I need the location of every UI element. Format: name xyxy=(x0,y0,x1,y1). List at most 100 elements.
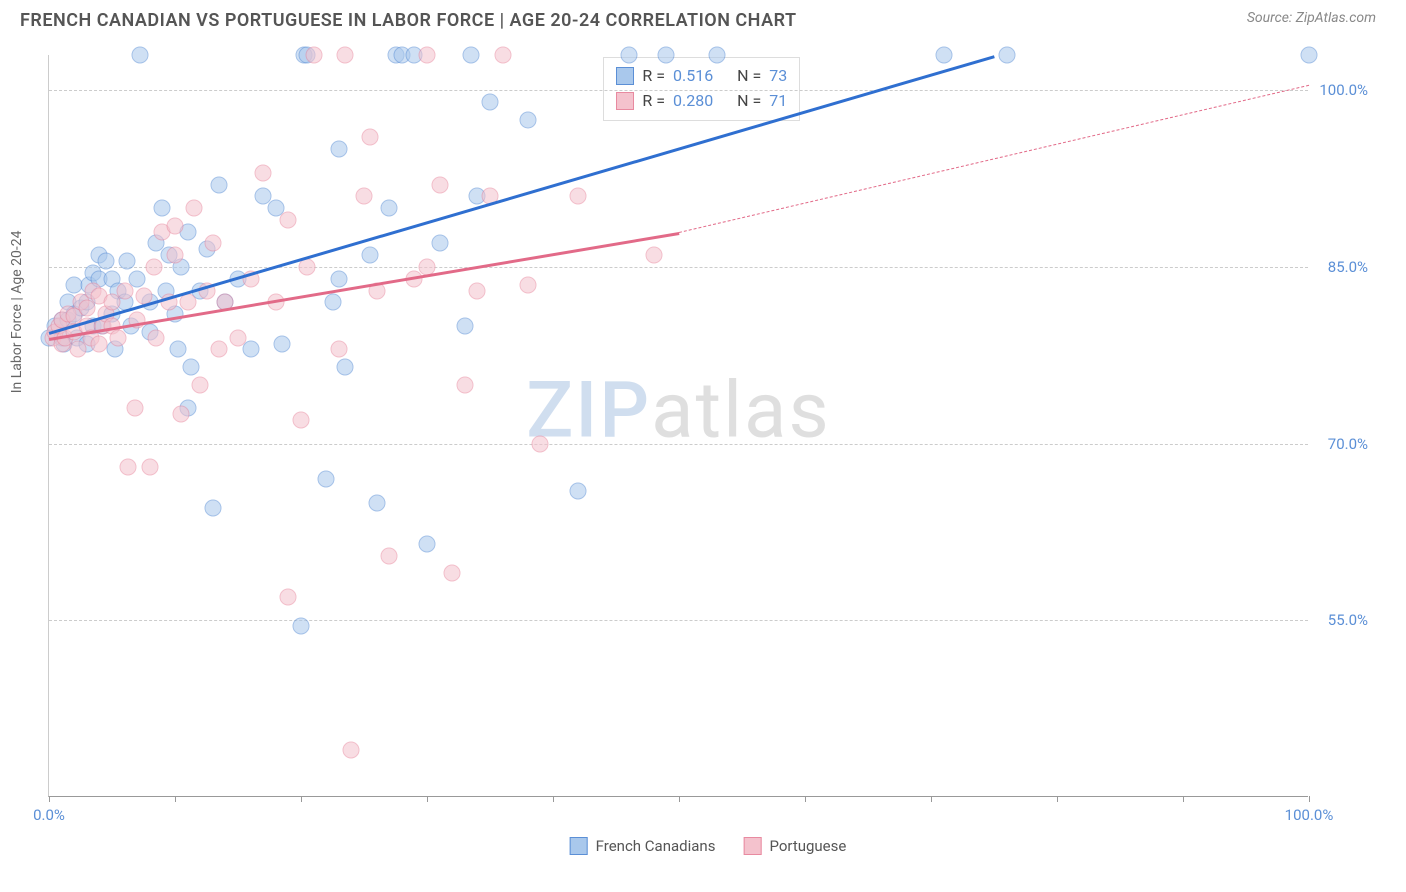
data-point xyxy=(141,459,158,476)
data-point xyxy=(126,400,143,417)
data-point xyxy=(362,129,379,146)
source-label: Source: ZipAtlas.com xyxy=(1247,10,1376,26)
x-tick-mark xyxy=(427,796,428,802)
chart-title: FRENCH CANADIAN VS PORTUGUESE IN LABOR F… xyxy=(20,10,797,31)
legend-swatch xyxy=(616,92,634,110)
data-point xyxy=(368,494,385,511)
correlation-legend: R = 0.516 N = 73R = 0.280 N = 71 xyxy=(603,57,800,121)
data-point xyxy=(431,235,448,252)
legend-stat-row: R = 0.280 N = 71 xyxy=(616,89,787,114)
data-point xyxy=(362,247,379,264)
legend-swatch xyxy=(616,67,634,85)
y-tick-label: 100.0% xyxy=(1319,81,1368,99)
data-point xyxy=(519,111,536,128)
data-point xyxy=(211,341,228,358)
data-point xyxy=(532,435,549,452)
y-tick-label: 55.0% xyxy=(1328,611,1368,629)
r-label: R = xyxy=(642,64,665,89)
data-point xyxy=(131,47,148,64)
data-point xyxy=(330,341,347,358)
n-label: N = xyxy=(737,89,761,114)
legend-stat-row: R = 0.516 N = 73 xyxy=(616,64,787,89)
data-point xyxy=(444,565,461,582)
data-point xyxy=(230,329,247,346)
data-point xyxy=(185,200,202,217)
r-label: R = xyxy=(642,89,665,114)
y-axis-label: In Labor Force | Age 20-24 xyxy=(9,230,25,393)
data-point xyxy=(456,376,473,393)
trend-line xyxy=(49,55,995,334)
data-point xyxy=(381,547,398,564)
x-tick-mark xyxy=(1183,796,1184,802)
watermark: ZIPatlas xyxy=(526,365,831,456)
data-point xyxy=(242,341,259,358)
data-point xyxy=(280,588,297,605)
chart-container: In Labor Force | Age 20-24 ZIPatlas R = … xyxy=(48,55,1368,825)
data-point xyxy=(570,482,587,499)
data-point xyxy=(255,164,272,181)
legend-label: French Canadians xyxy=(596,837,716,855)
data-point xyxy=(116,282,133,299)
data-point xyxy=(570,188,587,205)
gridline-horizontal xyxy=(49,444,1308,445)
data-point xyxy=(173,406,190,423)
data-point xyxy=(620,47,637,64)
data-point xyxy=(330,141,347,158)
r-value: 0.516 xyxy=(673,64,713,89)
data-point xyxy=(318,471,335,488)
plot-area: In Labor Force | Age 20-24 ZIPatlas R = … xyxy=(48,55,1308,797)
data-point xyxy=(456,317,473,334)
gridline-horizontal xyxy=(49,90,1308,91)
data-point xyxy=(337,359,354,376)
legend-swatch xyxy=(743,837,761,855)
x-tick-mark xyxy=(49,796,50,802)
x-tick-label: 0.0% xyxy=(33,806,65,824)
data-point xyxy=(91,335,108,352)
data-point xyxy=(463,47,480,64)
data-point xyxy=(211,176,228,193)
data-point xyxy=(274,335,291,352)
x-tick-mark xyxy=(679,796,680,802)
data-point xyxy=(708,47,725,64)
x-tick-mark xyxy=(301,796,302,802)
data-point xyxy=(110,329,127,346)
data-point xyxy=(148,329,165,346)
data-point xyxy=(167,247,184,264)
x-tick-mark xyxy=(1057,796,1058,802)
n-value: 73 xyxy=(769,64,787,89)
data-point xyxy=(935,47,952,64)
data-point xyxy=(469,282,486,299)
data-point xyxy=(519,276,536,293)
data-point xyxy=(324,294,341,311)
data-point xyxy=(119,253,136,270)
data-point xyxy=(120,459,137,476)
data-point xyxy=(482,94,499,111)
data-point xyxy=(645,247,662,264)
data-point xyxy=(280,211,297,228)
data-point xyxy=(192,376,209,393)
data-point xyxy=(356,188,373,205)
x-tick-mark xyxy=(175,796,176,802)
x-tick-label: 100.0% xyxy=(1285,806,1334,824)
legend-item: Portuguese xyxy=(743,837,846,855)
data-point xyxy=(293,412,310,429)
data-point xyxy=(204,500,221,517)
data-point xyxy=(299,259,316,276)
r-value: 0.280 xyxy=(673,89,713,114)
data-point xyxy=(183,359,200,376)
data-point xyxy=(293,618,310,635)
legend-swatch xyxy=(570,837,588,855)
x-tick-mark xyxy=(1309,796,1310,802)
data-point xyxy=(204,235,221,252)
x-tick-mark xyxy=(805,796,806,802)
legend-label: Portuguese xyxy=(769,837,846,855)
y-tick-label: 85.0% xyxy=(1328,258,1368,276)
data-point xyxy=(419,535,436,552)
data-point xyxy=(419,47,436,64)
data-point xyxy=(145,259,162,276)
n-label: N = xyxy=(737,64,761,89)
data-point xyxy=(305,47,322,64)
data-point xyxy=(167,217,184,234)
y-tick-label: 70.0% xyxy=(1328,435,1368,453)
legend-item: French Canadians xyxy=(570,837,716,855)
